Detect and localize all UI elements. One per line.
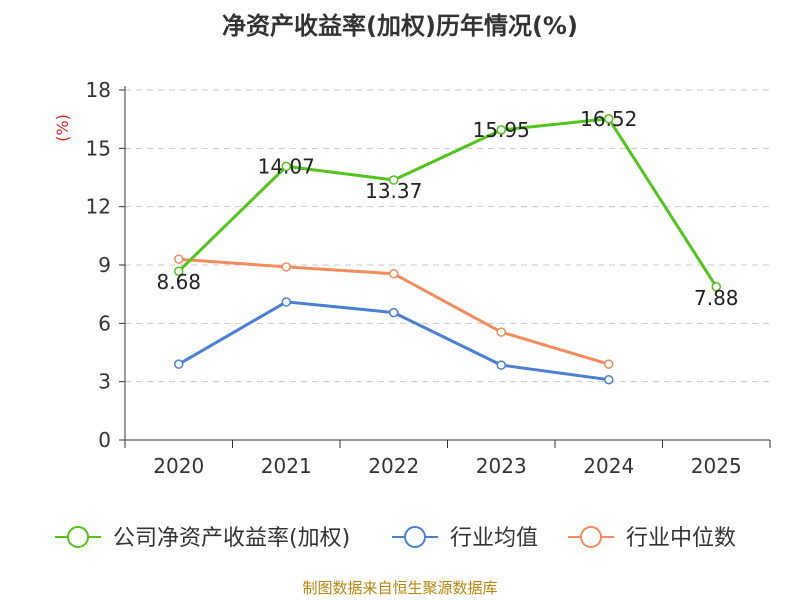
data-point-1 xyxy=(604,374,614,385)
y-tick-label: 3 xyxy=(98,370,111,394)
source-note: 制图数据来自恒生聚源数据库 xyxy=(302,579,497,597)
data-point-1 xyxy=(389,307,399,318)
y-tick-label: 0 xyxy=(98,428,111,452)
data-point-0 xyxy=(389,175,399,185)
y-tick-label: 12 xyxy=(86,195,111,219)
data-label: 14.07 xyxy=(258,154,315,178)
gridlines xyxy=(125,89,770,383)
y-axis-unit-label: (%) xyxy=(53,114,72,142)
data-point-0 xyxy=(496,125,506,135)
data-point-2 xyxy=(174,254,184,264)
data-label: 15.95 xyxy=(473,118,530,142)
series-layer xyxy=(174,114,721,385)
legend-item-1[interactable]: 行业均值 xyxy=(392,526,538,551)
data-point-0 xyxy=(711,282,721,292)
series-line-0 xyxy=(177,117,718,288)
data-point-0 xyxy=(281,161,291,172)
data-label: 13.37 xyxy=(365,179,422,203)
axes: 0 3 6 9 12 15 18 2020 2021 2022 2023 2024 2025 xyxy=(86,78,771,478)
data-label: 8.68 xyxy=(156,270,201,294)
data-point-1 xyxy=(496,360,506,370)
y-tick-label: 15 xyxy=(86,136,111,160)
legend-marker-icon xyxy=(580,526,602,548)
y-tick-label: 6 xyxy=(98,311,111,335)
legend-label: 行业均值 xyxy=(450,526,538,551)
y-tick-label: 9 xyxy=(98,253,111,277)
legend-marker-icon xyxy=(67,526,89,548)
x-tick-label: 2022 xyxy=(368,454,419,478)
x-tick-label: 2024 xyxy=(583,454,634,478)
x-tick-label: 2020 xyxy=(153,454,204,478)
data-point-0 xyxy=(604,114,614,124)
x-tick-label: 2025 xyxy=(691,454,742,478)
legend-label: 行业中位数 xyxy=(626,526,736,551)
legend-item-0[interactable]: 公司净资产收益率(加权) xyxy=(55,526,350,551)
data-point-2 xyxy=(281,262,291,272)
data-point-1 xyxy=(174,359,184,369)
x-tick-label: 2021 xyxy=(261,454,312,478)
data-point-2 xyxy=(604,359,614,369)
legend-marker-icon xyxy=(404,526,426,548)
data-point-0 xyxy=(174,266,184,276)
data-label: 16.52 xyxy=(580,107,637,131)
y-tick-label: 18 xyxy=(86,78,111,102)
legend[interactable]: 公司净资产收益率(加权) 行业均值 行业中位数 xyxy=(55,526,736,551)
legend-label: 公司净资产收益率(加权) xyxy=(113,526,350,551)
data-point-2 xyxy=(496,327,506,337)
data-labels: 8.68 14.07 13.37 15.95 16.52 7.88 xyxy=(156,107,738,310)
chart-title: 净资产收益率(加权)历年情况(%) xyxy=(222,12,578,40)
data-point-2 xyxy=(389,269,399,279)
data-point-1 xyxy=(281,297,291,307)
x-tick-label: 2023 xyxy=(476,454,527,478)
legend-item-2[interactable]: 行业中位数 xyxy=(568,526,736,551)
data-label: 7.88 xyxy=(694,286,739,310)
